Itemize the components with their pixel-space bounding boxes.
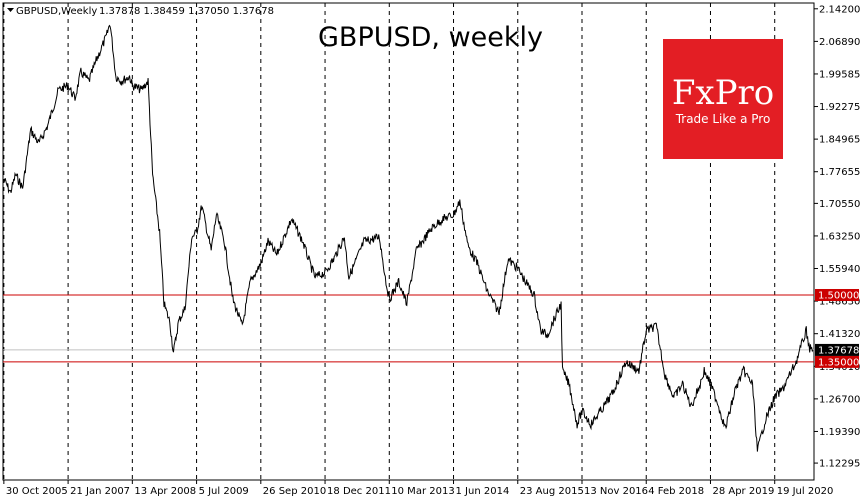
y-tick-label: 1.26700	[819, 394, 860, 405]
y-axis: 2.14200 2.06890 1.99585 1.92275 1.84965 1.776…	[814, 4, 860, 470]
ohlc-label: 1.37878 1.38459 1.37050 1.37678	[99, 6, 274, 17]
x-tick-label: 19 Jul 2020	[777, 486, 834, 497]
x-axis: 30 Oct 2005 21 Jan 2007 13 Apr 2008 5 Jul 2…	[3, 480, 834, 497]
fxpro-logo: FxPro Trade Like a Pro	[663, 39, 783, 159]
x-tick-label: 26 Sep 2010	[263, 486, 326, 497]
y-tick-label: 1.63250	[819, 231, 860, 242]
current-price-label: 1.37678	[818, 345, 859, 356]
current-price-tag	[815, 343, 859, 356]
x-tick-label: 1 Jun 2014	[456, 486, 510, 497]
y-tick-label: 1.77655	[819, 167, 860, 178]
logo-tagline: Trade Like a Pro	[675, 112, 771, 126]
x-tick-label: 18 Dec 2011	[327, 486, 391, 497]
y-tick-label: 2.14200	[819, 4, 860, 15]
x-tick-label: 23 Aug 2015	[520, 486, 584, 497]
y-tick-label: 1.70550	[819, 199, 860, 210]
y-tick-label: 1.84965	[819, 135, 860, 146]
x-tick-label: 13 Nov 2016	[584, 486, 648, 497]
y-tick-label: 1.48630	[819, 297, 860, 308]
level-tag-label: 1.50000	[818, 290, 859, 301]
level-tag-0	[815, 288, 859, 301]
y-tick-label: 2.06890	[819, 37, 860, 48]
x-tick-label: 10 Mar 2013	[391, 486, 454, 497]
dropdown-triangle-icon[interactable]	[7, 8, 14, 12]
symbol-label: GBPUSD,Weekly	[16, 6, 97, 17]
level-tag-1	[815, 355, 859, 368]
header-info: GBPUSD,Weekly 1.37878 1.38459 1.37050 1.…	[7, 6, 274, 17]
chart-title: GBPUSD, weekly	[318, 22, 543, 53]
y-tick-label: 1.19390	[819, 427, 860, 438]
y-tick-label: 1.99585	[819, 69, 860, 80]
series-line-gbpusd	[3, 24, 814, 452]
logo-name: FxPro	[672, 73, 774, 113]
x-tick-label: 30 Oct 2005	[6, 486, 68, 497]
horizontal-levels	[3, 294, 814, 363]
y-tick-label: 1.92275	[819, 102, 860, 113]
logo-box	[663, 39, 783, 159]
y-tick-label: 1.12295	[819, 459, 860, 470]
y-tick-label: 1.55940	[819, 264, 860, 275]
x-tick-label: 28 Apr 2019	[712, 486, 774, 497]
y-tick-label: 1.41320	[819, 329, 860, 340]
x-tick-label: 21 Jan 2007	[70, 486, 130, 497]
x-tick-label: 5 Jul 2009	[199, 486, 249, 497]
x-tick-label: 13 Apr 2008	[134, 486, 196, 497]
x-tick-label: 4 Feb 2018	[648, 486, 704, 497]
level-tag-label: 1.35000	[818, 357, 859, 368]
